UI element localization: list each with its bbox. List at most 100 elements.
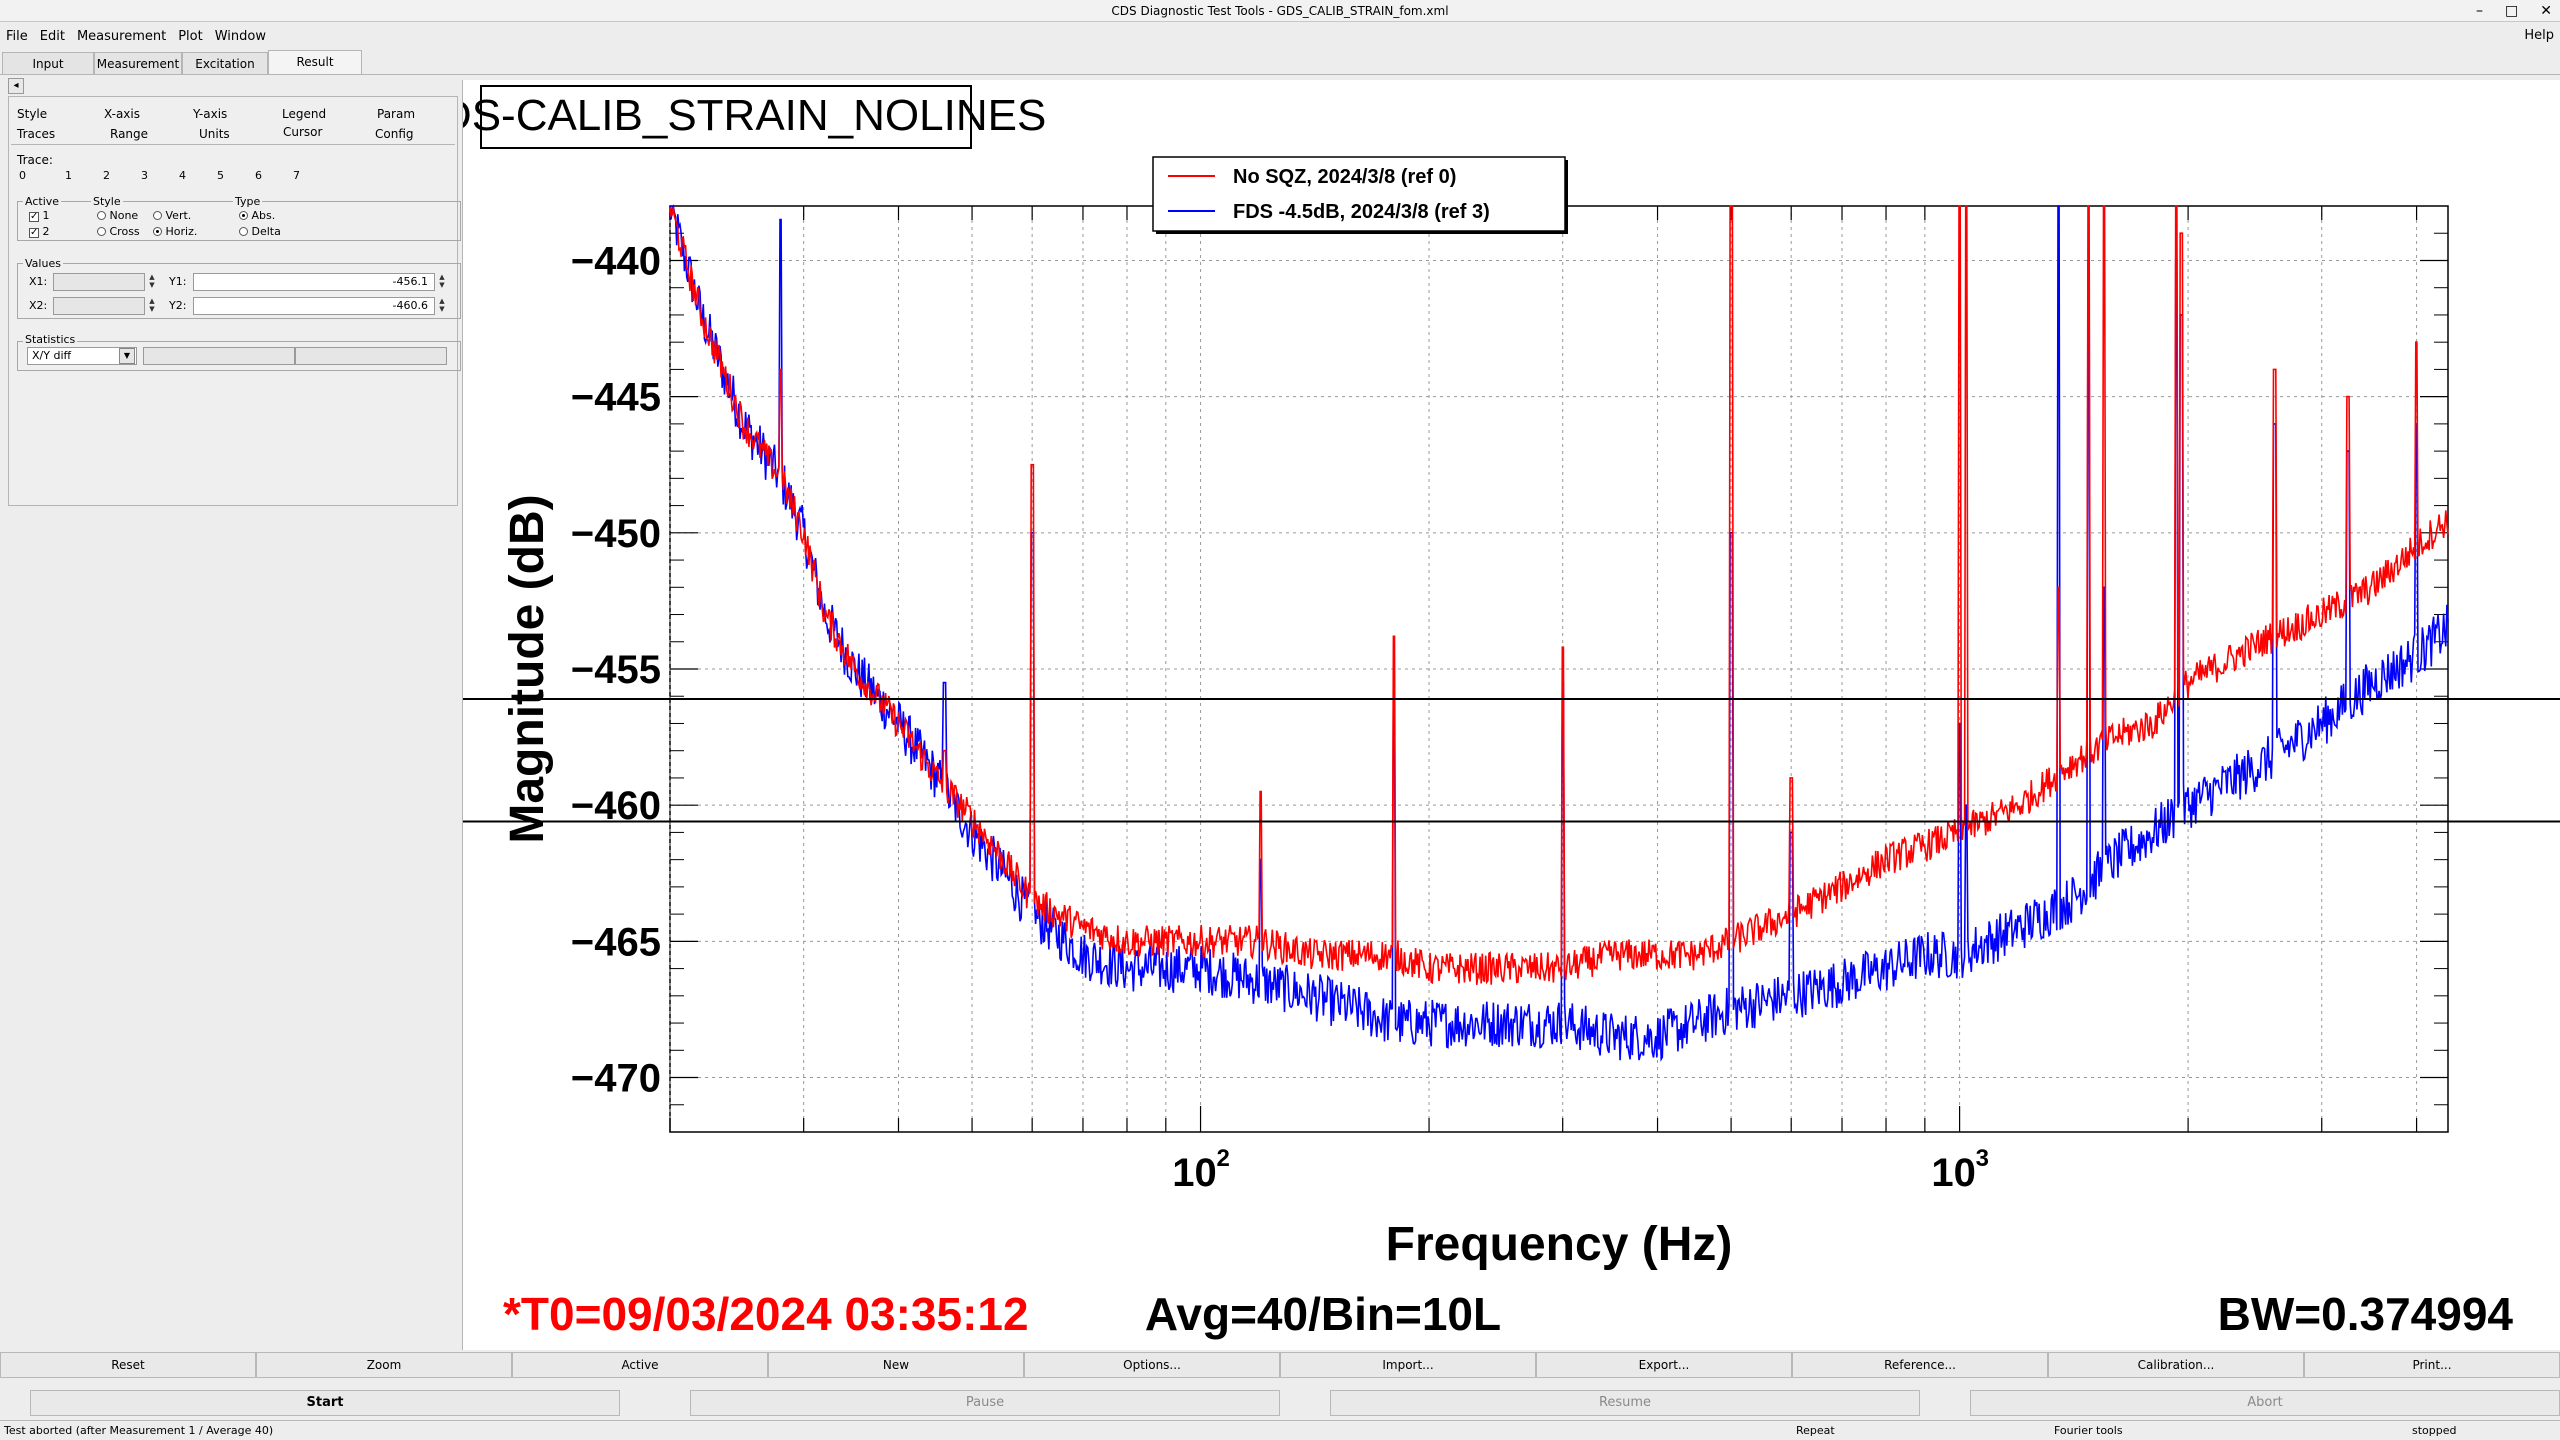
y1-field[interactable]: -456.1 <box>193 273 435 291</box>
trace-tab-3[interactable]: 3 <box>141 169 148 182</box>
values-group-title: Values <box>23 257 63 270</box>
style-cross-label: Cross <box>109 225 140 238</box>
active-1-label: 1 <box>42 209 50 222</box>
import-button[interactable]: Import... <box>1280 1352 1536 1378</box>
statistics-select[interactable]: X/Y diff <box>27 347 137 365</box>
maximize-icon[interactable]: □ <box>2505 3 2519 19</box>
zoom-button[interactable]: Zoom <box>256 1352 512 1378</box>
option-tab-style[interactable]: Style <box>17 107 48 121</box>
new-button[interactable]: New <box>768 1352 1024 1378</box>
style-vert-radio[interactable]: Vert. <box>153 209 191 222</box>
menu-plot[interactable]: Plot <box>178 28 203 44</box>
export-button[interactable]: Export... <box>1536 1352 1792 1378</box>
option-tab-traces[interactable]: Traces <box>17 127 56 141</box>
trace-tab-6[interactable]: 6 <box>255 169 262 182</box>
statistics-value-2 <box>295 347 447 365</box>
trace-tab-0[interactable]: 0 <box>19 169 26 182</box>
statistics-value-1 <box>143 347 295 365</box>
trace-tabs: 0 1 2 3 4 5 6 7 <box>17 169 307 185</box>
averaging-info: Avg=40/Bin=10L <box>1145 1288 1501 1340</box>
active-2-label: 2 <box>42 225 50 238</box>
window-controls: – □ ✕ <box>2476 0 2552 22</box>
y1-spin-icon[interactable]: ▲ ▼ <box>439 273 445 289</box>
window-title: CDS Diagnostic Test Tools - GDS_CALIB_ST… <box>1111 4 1449 18</box>
option-tab-legend[interactable]: Legend <box>282 107 327 121</box>
trace-tab-2[interactable]: 2 <box>103 169 110 182</box>
trace-tab-7[interactable]: 7 <box>293 169 300 182</box>
menu-window[interactable]: Window <box>214 28 266 44</box>
option-tab-x-axis[interactable]: X-axis <box>104 107 140 121</box>
plot-canvas[interactable]: GDS-CALIB_STRAIN_NOLINES −440 −445 −450 … <box>406 80 2560 1350</box>
option-tab-y-axis[interactable]: Y-axis <box>193 107 228 121</box>
collapse-arrow-icon[interactable]: ◂ <box>8 78 24 94</box>
calibration-button[interactable]: Calibration... <box>2048 1352 2304 1378</box>
statistics-group-title: Statistics <box>23 333 78 346</box>
window-titlebar: CDS Diagnostic Test Tools - GDS_CALIB_ST… <box>0 0 2560 22</box>
statistics-group <box>17 341 461 371</box>
option-tab-config[interactable]: Config <box>375 127 414 141</box>
close-icon[interactable]: ✕ <box>2540 3 2552 19</box>
start-button[interactable]: Start <box>30 1390 620 1416</box>
menu-help[interactable]: Help <box>2524 28 2554 43</box>
x1-label: X1: <box>29 275 48 288</box>
style-cross-radio[interactable]: Cross <box>97 225 140 238</box>
style-horiz-radio[interactable]: Horiz. <box>153 225 197 238</box>
option-tab-range[interactable]: Range <box>110 127 149 141</box>
abort-button[interactable]: Abort <box>1970 1390 2560 1416</box>
legend-box <box>1152 156 1566 232</box>
y2-field[interactable]: -460.6 <box>193 297 435 315</box>
menu-edit[interactable]: Edit <box>39 28 65 44</box>
plot-title: GDS-CALIB_STRAIN_NOLINES <box>463 91 1046 140</box>
status-tool: Fourier tools <box>2054 1424 2123 1437</box>
y2-spin-icon[interactable]: ▲ ▼ <box>439 297 445 313</box>
x-tick-base: 10 <box>1931 1151 1976 1195</box>
trace-tab-5[interactable]: 5 <box>217 169 224 182</box>
y-tick-label: −470 <box>571 1057 661 1101</box>
type-delta-label: Delta <box>251 225 281 238</box>
tab-measurement[interactable]: Measurement <box>94 52 182 74</box>
tab-result[interactable]: Result <box>268 50 362 74</box>
menu-measurement[interactable]: Measurement <box>76 28 167 44</box>
resume-button[interactable]: Resume <box>1330 1390 1920 1416</box>
x1-spin-icon: ▲ ▼ <box>149 273 155 289</box>
active-1-checkbox[interactable]: ✓ 1 <box>29 209 50 222</box>
type-delta-radio[interactable]: Delta <box>239 225 281 238</box>
y-tick-label: −455 <box>571 648 661 692</box>
print-button[interactable]: Print... <box>2304 1352 2560 1378</box>
active-button[interactable]: Active <box>512 1352 768 1378</box>
menu-file[interactable]: File <box>6 28 28 44</box>
tab-excitation[interactable]: Excitation <box>182 52 268 74</box>
magnitude-plot[interactable]: GDS-CALIB_STRAIN_NOLINES −440 −445 −450 … <box>406 80 2560 1350</box>
reset-button[interactable]: Reset <box>0 1352 256 1378</box>
legend-label-fds: FDS -4.5dB, 2024/3/8 (ref 3) <box>1233 201 1490 223</box>
x-tick-label-100: 10 2 <box>1172 1145 1230 1195</box>
type-abs-radio[interactable]: Abs. <box>239 209 275 222</box>
style-none-radio[interactable]: None <box>97 209 138 222</box>
pause-button[interactable]: Pause <box>690 1390 1280 1416</box>
bandwidth-info: BW=0.374994 <box>2218 1288 2514 1340</box>
active-2-checkbox[interactable]: ✓ 2 <box>29 225 50 238</box>
status-bar: Test aborted (after Measurement 1 / Aver… <box>0 1420 2560 1440</box>
legend-label-no-sqz: No SQZ, 2024/3/8 (ref 0) <box>1233 166 1456 188</box>
y-tick-label: −440 <box>571 239 661 283</box>
y-tick-label: −460 <box>571 784 661 828</box>
plot-title-box <box>480 85 972 149</box>
run-control-row: Start Pause Resume Abort <box>0 1390 2560 1418</box>
options-button[interactable]: Options... <box>1024 1352 1280 1378</box>
y-tick-label: −445 <box>571 376 661 420</box>
trace-tab-1[interactable]: 1 <box>65 169 72 182</box>
option-tab-param[interactable]: Param <box>377 107 416 121</box>
minimize-icon[interactable]: – <box>2476 3 2484 19</box>
option-tab-cursor[interactable]: Cursor <box>283 125 323 139</box>
status-repeat: Repeat <box>1796 1424 1835 1437</box>
x-tick-exponent: 3 <box>1976 1145 1989 1172</box>
x-tick-exponent: 2 <box>1217 1145 1230 1172</box>
tab-input[interactable]: Input <box>2 52 94 74</box>
style-none-label: None <box>109 209 139 222</box>
reference-button[interactable]: Reference... <box>1792 1352 2048 1378</box>
trace-tab-4[interactable]: 4 <box>179 169 186 182</box>
dropdown-arrow-icon[interactable]: ▼ <box>119 348 135 364</box>
series-line-fds <box>669 204 2449 1062</box>
option-tab-units[interactable]: Units <box>199 127 230 141</box>
plot-button-row: Reset Zoom Active New Options... Import.… <box>0 1352 2560 1378</box>
